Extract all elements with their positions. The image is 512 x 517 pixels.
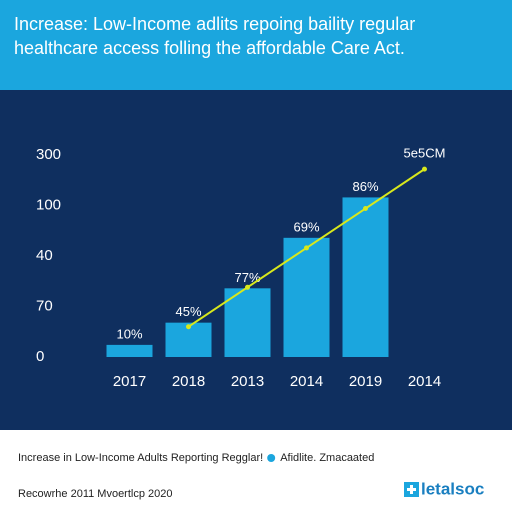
annotation: 86% bbox=[352, 179, 378, 194]
trend-point bbox=[186, 324, 191, 330]
plot-background bbox=[0, 90, 512, 430]
logo-cross bbox=[407, 485, 416, 494]
y-tick-label: 0 bbox=[36, 348, 44, 365]
annotation: 10% bbox=[116, 326, 142, 341]
source-note: Recowrhe 2011 Mvoertlcp 2020 bbox=[18, 488, 173, 500]
y-tick-label: 300 bbox=[36, 146, 61, 163]
annotation: 77% bbox=[234, 270, 260, 285]
brand-logo: letalsoc bbox=[421, 479, 484, 498]
legend: Increase in Low-Income Adults Reporting … bbox=[18, 452, 374, 464]
bar bbox=[342, 197, 389, 357]
y-tick-label: 40 bbox=[36, 247, 53, 264]
trend-point bbox=[245, 284, 250, 290]
trend-point bbox=[422, 166, 427, 172]
chart-title: Increase: Low-Income adlits repoing bail… bbox=[14, 14, 416, 58]
annotation: 45% bbox=[175, 304, 201, 319]
x-tick-label: 2014 bbox=[290, 373, 323, 390]
y-tick-label: 100 bbox=[36, 196, 61, 213]
bar bbox=[283, 237, 330, 357]
title-box: Increase: Low-Income adlits repoing bail… bbox=[14, 14, 416, 58]
header-band bbox=[0, 0, 512, 90]
legend-label: Increase in Low-Income Adults Reporting … bbox=[18, 452, 263, 464]
x-tick-label: 2013 bbox=[231, 373, 264, 390]
annotation: 69% bbox=[293, 219, 319, 234]
legend-swatch bbox=[267, 454, 276, 462]
x-tick-label: 2014 bbox=[408, 373, 441, 390]
bar bbox=[224, 288, 271, 357]
y-tick-label: 70 bbox=[36, 297, 53, 314]
bar bbox=[106, 344, 153, 357]
x-tick-label: 2018 bbox=[172, 373, 205, 390]
x-tick-label: 2019 bbox=[349, 373, 382, 390]
legend-label: Afidlite. Zmacaated bbox=[280, 452, 374, 464]
annotation: 5e5CM bbox=[404, 146, 446, 161]
trend-point bbox=[304, 245, 309, 251]
trend-point bbox=[363, 206, 368, 212]
x-tick-label: 2017 bbox=[113, 373, 146, 390]
